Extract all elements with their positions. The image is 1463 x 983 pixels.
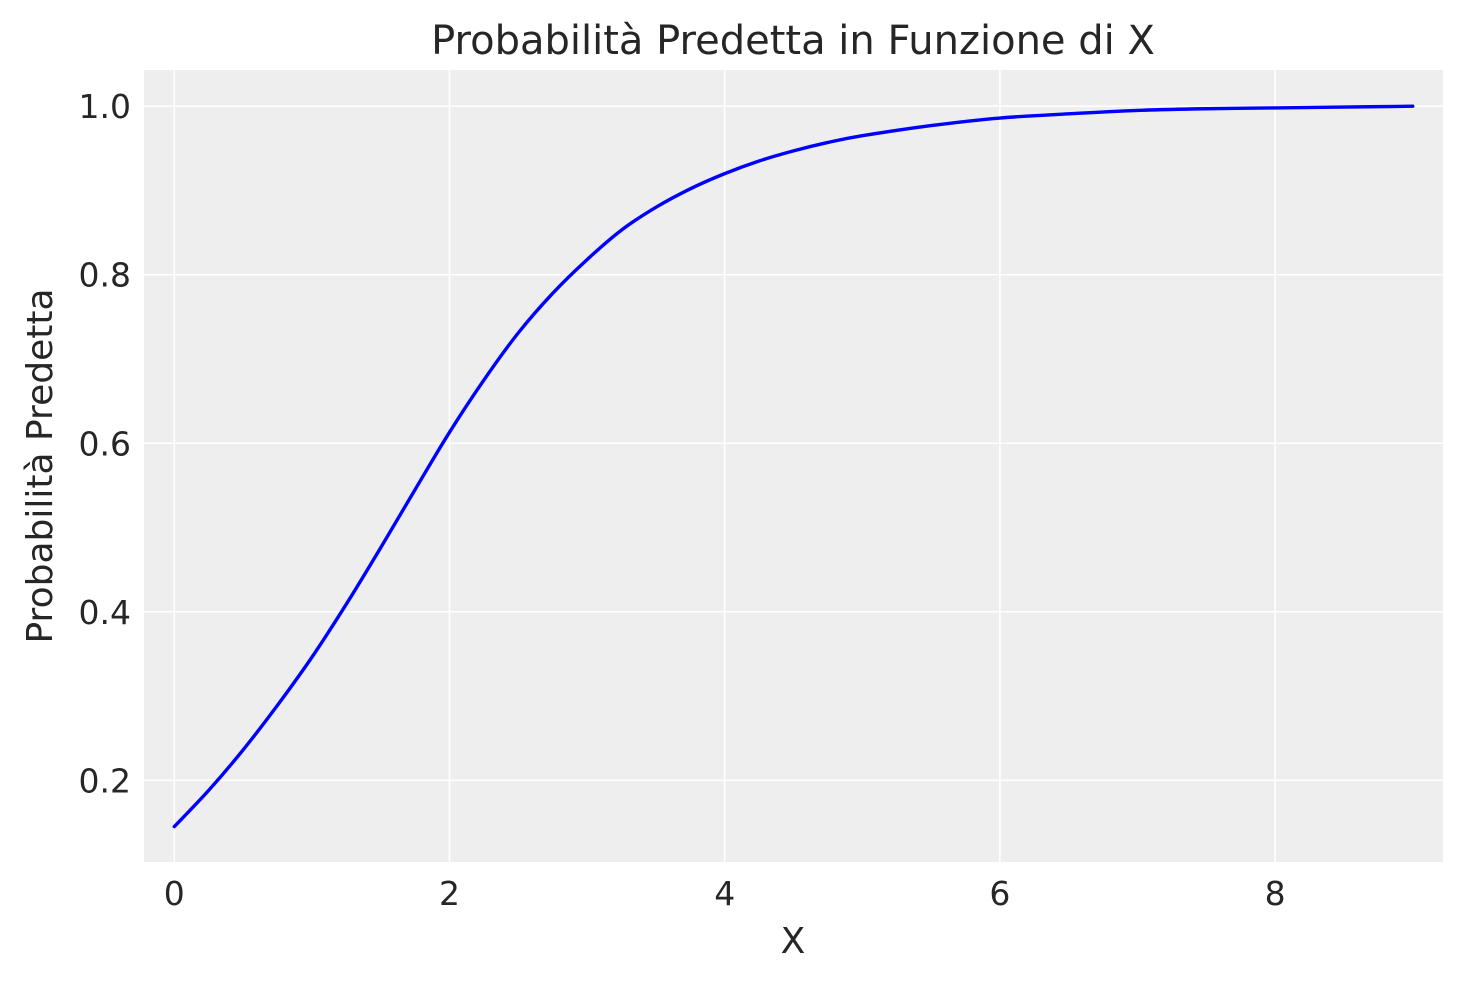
vertical-gridlines (173, 70, 1276, 862)
y-tick-label: 0.6 (79, 424, 131, 463)
x-tick-label: 8 (1265, 874, 1286, 913)
x-tick-label: 2 (439, 874, 460, 913)
y-tick-label: 0.2 (79, 761, 131, 800)
x-axis-label: X (781, 921, 806, 962)
y-axis-ticks: 0.2 0.4 0.6 0.8 1.0 (79, 87, 131, 800)
x-axis-ticks: 0 2 4 6 8 (164, 874, 1286, 913)
x-tick-label: 6 (989, 874, 1010, 913)
chart-title: Probabilità Predetta in Funzione di X (431, 18, 1155, 64)
x-tick-label: 0 (164, 874, 185, 913)
probability-curve (172, 104, 1415, 829)
series-layer (172, 104, 1415, 829)
y-axis-label: Probabilità Predetta (20, 288, 61, 643)
x-tick-label: 4 (714, 874, 735, 913)
y-tick-label: 0.8 (79, 256, 131, 295)
y-tick-label: 1.0 (79, 87, 131, 126)
horizontal-gridlines (144, 105, 1443, 782)
plot-area (144, 70, 1443, 862)
y-tick-label: 0.4 (79, 593, 131, 632)
